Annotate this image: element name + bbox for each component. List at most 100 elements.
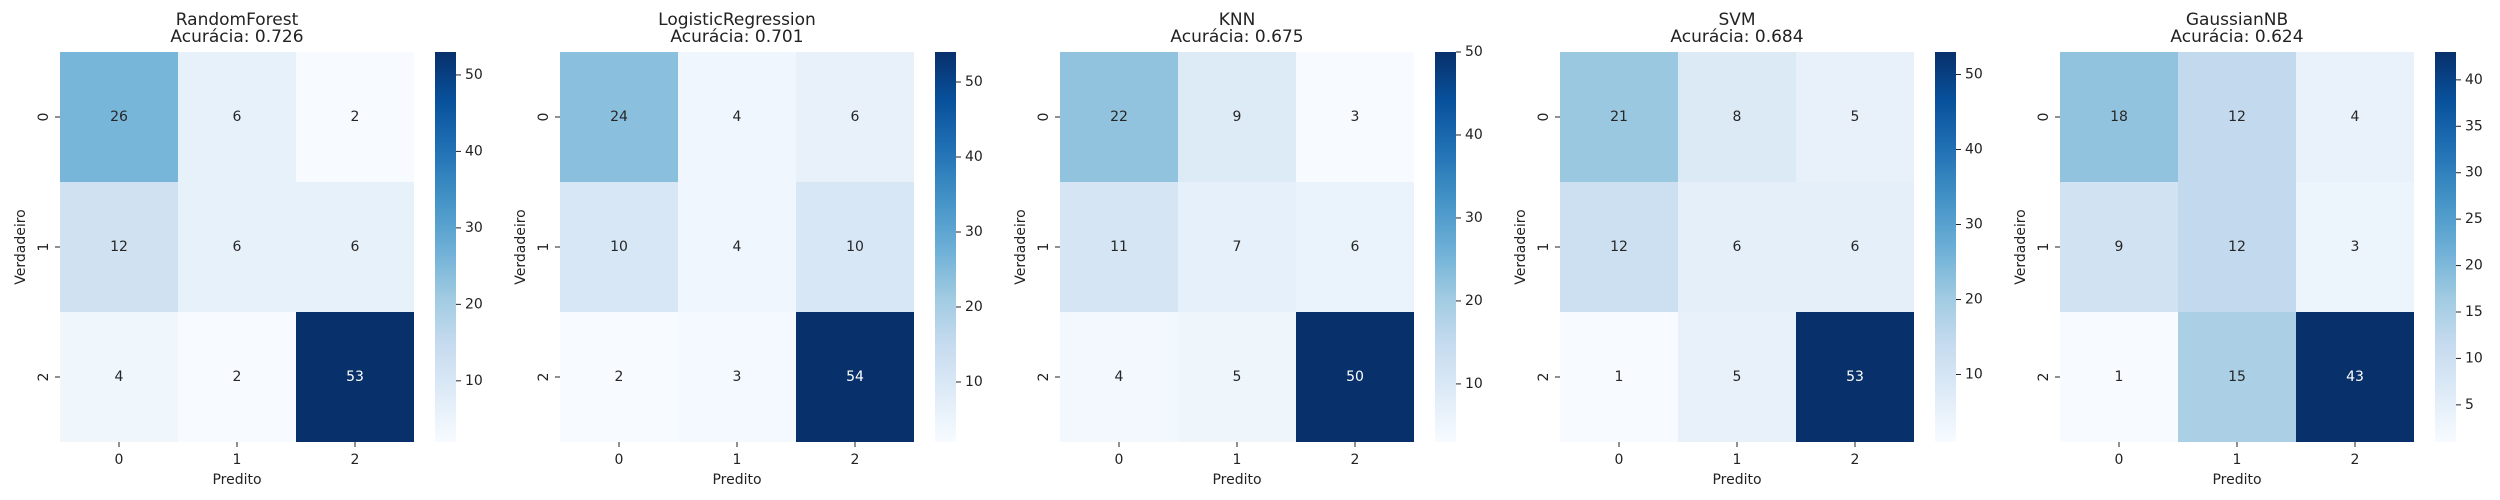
cell-value-label: 9 bbox=[1233, 109, 1242, 125]
heatmap-cell bbox=[296, 52, 414, 182]
y-tick-label: 0 bbox=[36, 113, 52, 122]
x-tick-label: 2 bbox=[1351, 452, 1360, 468]
y-tick-label: 0 bbox=[1536, 113, 1552, 122]
panel-subtitle: Acurácia: 0.684 bbox=[1670, 27, 1803, 47]
panel-subtitle: Acurácia: 0.701 bbox=[670, 27, 803, 47]
x-tick-label: 0 bbox=[2115, 452, 2124, 468]
y-axis-label: Verdadeiro bbox=[1513, 209, 1529, 284]
heatmap-cell bbox=[1560, 182, 1678, 312]
colorbar-tick-label: 50 bbox=[465, 67, 483, 83]
y-tick-label: 1 bbox=[536, 243, 552, 252]
heatmap-cell bbox=[178, 182, 296, 312]
cell-value-label: 12 bbox=[2228, 109, 2246, 125]
heatmap-cell bbox=[178, 52, 296, 182]
cell-value-label: 12 bbox=[110, 239, 128, 255]
colorbar-tick-label: 20 bbox=[965, 299, 983, 315]
y-tick-label: 1 bbox=[1036, 243, 1052, 252]
heatmap-cell bbox=[796, 312, 914, 442]
colorbar-tick-label: 50 bbox=[965, 74, 983, 90]
x-axis-label: Predito bbox=[1712, 472, 1761, 488]
heatmap-cell bbox=[2296, 52, 2414, 182]
colorbar bbox=[435, 52, 456, 442]
cell-value-label: 4 bbox=[733, 109, 742, 125]
cell-value-label: 15 bbox=[2228, 369, 2246, 385]
cell-value-label: 54 bbox=[846, 369, 864, 385]
y-axis-label: Verdadeiro bbox=[1013, 209, 1029, 284]
x-tick-label: 1 bbox=[1733, 452, 1742, 468]
y-axis-label: Verdadeiro bbox=[2013, 209, 2029, 284]
y-axis-label: Verdadeiro bbox=[13, 209, 29, 284]
x-tick-label: 0 bbox=[1615, 452, 1624, 468]
heatmap-cell bbox=[60, 182, 178, 312]
heatmap-cell bbox=[1060, 52, 1178, 182]
x-tick-label: 2 bbox=[2351, 452, 2360, 468]
cell-value-label: 10 bbox=[846, 239, 864, 255]
x-tick-label: 1 bbox=[1233, 452, 1242, 468]
y-tick-label: 2 bbox=[2036, 373, 2052, 382]
panel-title: LogisticRegression bbox=[658, 10, 816, 30]
cell-value-label: 5 bbox=[1233, 369, 1242, 385]
cell-value-label: 1 bbox=[2115, 369, 2124, 385]
colorbar bbox=[935, 52, 956, 442]
heatmap-cell bbox=[2178, 312, 2296, 442]
colorbar-tick-label: 40 bbox=[2465, 72, 2483, 88]
cell-value-label: 6 bbox=[1851, 239, 1860, 255]
heatmap-cell bbox=[560, 312, 678, 442]
cell-value-label: 53 bbox=[346, 369, 364, 385]
x-tick-label: 2 bbox=[851, 452, 860, 468]
x-tick-label: 2 bbox=[351, 452, 360, 468]
heatmap-cell bbox=[678, 182, 796, 312]
colorbar-tick-label: 20 bbox=[1465, 293, 1483, 309]
colorbar-tick-label: 30 bbox=[1965, 217, 1983, 233]
cell-value-label: 24 bbox=[610, 109, 628, 125]
heatmap-cell bbox=[60, 52, 178, 182]
colorbar-tick-label: 40 bbox=[965, 149, 983, 165]
y-tick-label: 2 bbox=[536, 373, 552, 382]
cell-value-label: 22 bbox=[1110, 109, 1128, 125]
heatmap-cell bbox=[1678, 312, 1796, 442]
colorbar-tick-label: 10 bbox=[1465, 376, 1483, 392]
cell-value-label: 6 bbox=[233, 109, 242, 125]
cell-value-label: 43 bbox=[2346, 369, 2364, 385]
heatmap-cell bbox=[2296, 312, 2414, 442]
x-tick-label: 1 bbox=[233, 452, 242, 468]
cell-value-label: 6 bbox=[1351, 239, 1360, 255]
heatmap-cell bbox=[1178, 312, 1296, 442]
colorbar-tick-label: 40 bbox=[465, 143, 483, 159]
x-tick-label: 0 bbox=[615, 452, 624, 468]
heatmap-cell bbox=[2060, 182, 2178, 312]
heatmap-cell bbox=[560, 52, 678, 182]
colorbar-tick-label: 35 bbox=[2465, 118, 2483, 134]
cell-value-label: 5 bbox=[1851, 109, 1860, 125]
panel-title: SVM bbox=[1718, 10, 1755, 30]
y-tick-label: 1 bbox=[1536, 243, 1552, 252]
panel-subtitle: Acurácia: 0.624 bbox=[2170, 27, 2303, 47]
y-tick-label: 2 bbox=[1536, 373, 1552, 382]
x-axis-label: Predito bbox=[212, 472, 261, 488]
cell-value-label: 7 bbox=[1233, 239, 1242, 255]
colorbar-tick-label: 30 bbox=[965, 224, 983, 240]
cell-value-label: 8 bbox=[1733, 109, 1742, 125]
cell-value-label: 2 bbox=[351, 109, 360, 125]
colorbar bbox=[1935, 52, 1956, 442]
cell-value-label: 53 bbox=[1846, 369, 1864, 385]
cell-value-label: 1 bbox=[1615, 369, 1624, 385]
colorbar-tick-label: 5 bbox=[2465, 397, 2474, 413]
cell-value-label: 4 bbox=[1115, 369, 1124, 385]
cell-value-label: 3 bbox=[2351, 239, 2360, 255]
heatmap-cell bbox=[560, 182, 678, 312]
y-tick-label: 2 bbox=[1036, 373, 1052, 382]
heatmap-cell bbox=[1796, 52, 1914, 182]
heatmap-cell bbox=[296, 312, 414, 442]
colorbar-tick-label: 40 bbox=[1465, 127, 1483, 143]
panel-title: KNN bbox=[1219, 10, 1256, 30]
x-tick-label: 1 bbox=[2233, 452, 2242, 468]
colorbar bbox=[2435, 52, 2456, 442]
colorbar-tick-label: 50 bbox=[1965, 67, 1983, 83]
heatmap-cell bbox=[1796, 182, 1914, 312]
panel-subtitle: Acurácia: 0.675 bbox=[1170, 27, 1303, 47]
heatmap-cell bbox=[1560, 52, 1678, 182]
y-axis-label: Verdadeiro bbox=[513, 209, 529, 284]
heatmap-cell bbox=[2060, 312, 2178, 442]
